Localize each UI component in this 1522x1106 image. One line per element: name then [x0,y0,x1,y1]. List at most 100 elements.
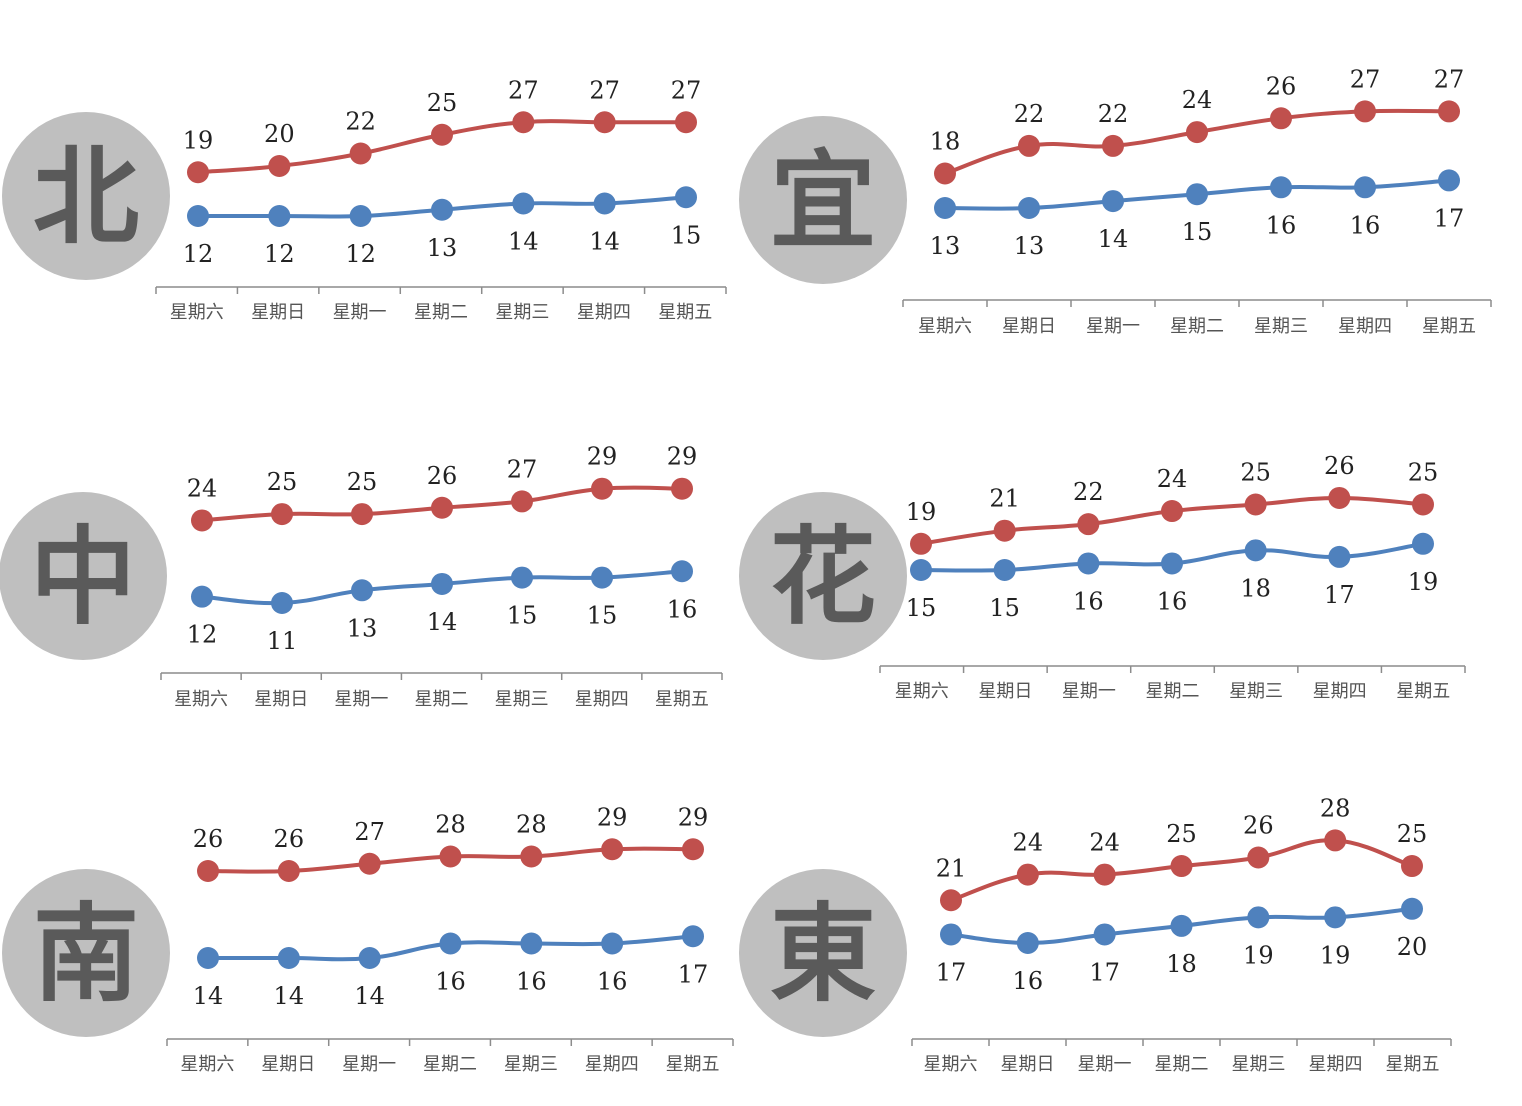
high-temp-label: 18 [930,128,961,156]
high-temp-label: 26 [193,825,224,853]
x-tick-label: 星期三 [504,1054,558,1075]
high-temp-point [349,142,372,165]
low-temp-label: 20 [1397,933,1428,961]
high-temp-point [1170,855,1193,878]
high-temp-point [1401,855,1423,878]
low-temp-point [349,205,372,227]
high-temp-label: 27 [354,818,385,846]
high-temp-label: 25 [347,468,378,496]
high-temp-point [675,111,697,134]
low-temp-label: 13 [1014,232,1045,260]
high-temp-point [1161,500,1183,523]
low-temp-point [1270,176,1292,199]
x-tick-label: 星期六 [170,302,224,323]
high-temp-label: 26 [1243,812,1274,840]
high-temp-label: 26 [1266,72,1297,100]
x-tick-label: 星期二 [1146,681,1200,702]
high-temp-label: 20 [264,120,295,148]
x-tick-label: 星期日 [978,681,1032,702]
high-temp-point [1018,134,1040,157]
low-temp-label: 19 [1320,941,1351,969]
high-temp-point [910,532,932,555]
high-temp-point [431,123,453,146]
low-temp-point [358,947,381,969]
x-tick-label: 星期一 [333,302,387,323]
low-temp-label: 15 [507,602,538,630]
region-label: 宜 [770,140,876,263]
low-temp-label: 17 [936,958,967,986]
high-temp-label: 28 [516,811,547,839]
x-tick-label: 星期二 [415,689,469,710]
x-tick-label: 星期四 [1313,681,1367,702]
low-temp-label: 13 [347,614,378,642]
high-temp-label: 25 [427,89,458,117]
low-temp-point [1401,897,1423,920]
region-label: 中 [30,516,136,639]
high-temp-point [671,477,693,500]
low-temp-label: 14 [193,982,224,1010]
low-temp-point [1170,914,1193,937]
low-temp-label: 15 [671,221,702,249]
low-temp-label: 14 [427,608,458,636]
high-temp-label: 21 [989,485,1020,513]
high-temp-label: 27 [508,76,539,104]
low-temp-point [1018,197,1040,219]
low-temp-label: 15 [906,594,937,622]
low-temp-point [431,198,453,221]
high-temp-label: 22 [1014,100,1045,128]
high-temp-point [1077,513,1100,536]
high-temp-label: 29 [587,443,618,471]
high-temp-point [1438,100,1460,123]
low-temp-point [520,932,543,955]
high-temp-label: 25 [1408,459,1439,487]
x-tick-label: 星期四 [585,1054,639,1075]
region-badge [2,869,170,1037]
low-temp-point [1244,539,1267,562]
low-temp-point [277,947,300,969]
high-temp-label: 26 [274,825,305,853]
high-temp-point [512,111,535,134]
low-temp-point [1186,183,1208,206]
low-temp-point [191,585,213,608]
low-temp-label: 12 [345,240,376,268]
high-temp-point [1093,863,1116,886]
high-temp-label: 26 [1324,452,1355,480]
low-temp-label: 12 [264,240,295,268]
x-tick-label: 星期一 [1078,1054,1132,1075]
x-tick-label: 星期四 [577,302,631,323]
high-temp-point [439,845,462,868]
low-temp-label: 12 [183,240,214,268]
high-temp-point [591,477,613,500]
x-tick-label: 星期六 [174,689,228,710]
high-temp-point [187,161,209,184]
low-temp-point [1161,552,1183,575]
low-temp-point [601,932,624,955]
low-temp-label: 16 [597,968,628,996]
high-temp-label: 28 [435,811,466,839]
low-temp-label: 18 [1240,574,1271,602]
x-tick-label: 星期六 [180,1054,234,1075]
high-temp-label: 21 [936,854,967,882]
low-temp-point [187,205,209,227]
low-temp-label: 17 [1089,958,1120,986]
low-temp-point [940,923,962,946]
x-tick-label: 星期五 [1396,681,1450,702]
high-temp-label: 25 [1166,820,1197,848]
high-temp-label: 27 [589,76,620,104]
high-temp-point [268,155,291,177]
high-temp-point [511,490,533,513]
high-temp-label: 22 [1073,478,1104,506]
low-temp-label: 16 [1073,587,1104,615]
high-temp-point [601,838,624,861]
x-tick-label: 星期二 [1155,1054,1209,1075]
low-temp-point [671,560,693,583]
low-temp-label: 15 [1182,218,1213,246]
low-temp-point [682,925,704,948]
high-temp-point [593,111,616,134]
low-temp-point [1438,169,1460,192]
region-badge [739,492,907,660]
